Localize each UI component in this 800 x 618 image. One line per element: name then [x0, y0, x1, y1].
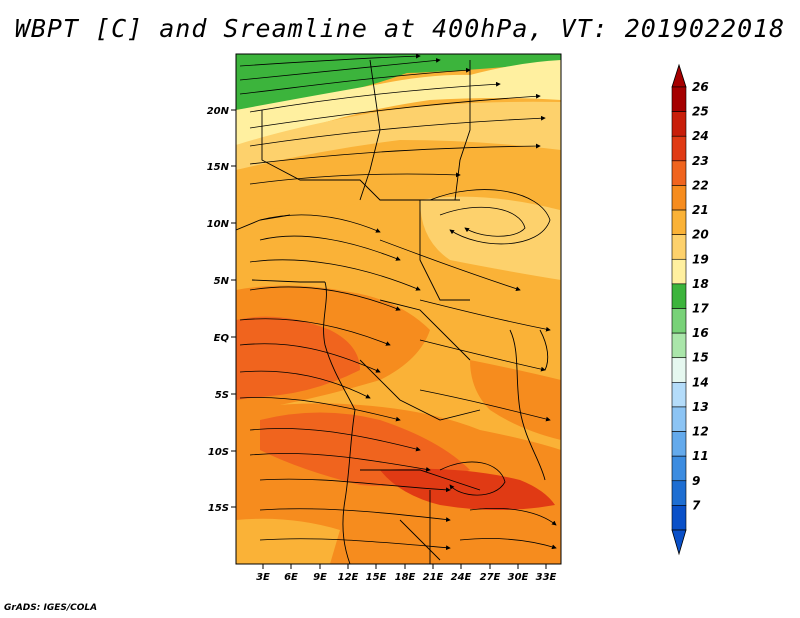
colorbar-swatch	[671, 332, 687, 359]
lon-label: 30E	[508, 572, 529, 583]
colorbar-label: 26	[692, 80, 709, 94]
colorbar-top-arrow	[671, 63, 687, 88]
lat-label: 15N	[207, 162, 230, 173]
lon-label: 33E	[536, 572, 557, 583]
colorbar-label: 16	[692, 326, 709, 340]
lon-label: 6E	[284, 572, 298, 583]
colorbar-swatch	[671, 357, 687, 383]
lat-label: 5N	[214, 276, 230, 287]
lon-label: 27E	[480, 572, 501, 583]
colorbar-swatch	[671, 406, 687, 432]
lat-label: 10S	[208, 447, 229, 458]
streamlines	[239, 54, 557, 551]
lat-label: 5S	[215, 390, 229, 401]
colorbar-label: 19	[692, 252, 709, 266]
colorbar-label: 23	[692, 154, 709, 168]
colorbar-label: 9	[692, 474, 700, 488]
colorbar-swatch	[671, 382, 687, 408]
colorbar-label: 20	[692, 228, 709, 242]
colorbar-label: 24	[692, 129, 709, 143]
wbpt-field	[236, 54, 561, 564]
colorbar-swatch	[671, 505, 687, 531]
lon-label: 12E	[338, 572, 359, 583]
lon-label: 24E	[451, 572, 472, 583]
colorbar-label: 25	[692, 105, 709, 119]
colorbar-bottom-arrow	[671, 529, 687, 556]
colorbar-label: 11	[692, 449, 709, 463]
colorbar-label: 22	[692, 178, 709, 192]
colorbar-swatch	[671, 111, 687, 137]
lat-label: 15S	[208, 503, 229, 514]
colorbar-swatch	[671, 234, 687, 260]
colorbar-label: 21	[692, 203, 709, 217]
lon-axis: 3E 6E 9E 12E 15E 18E 21E 24E 27E 30E 33E	[256, 564, 557, 583]
lon-label: 3E	[256, 572, 270, 583]
colorbar-swatch	[671, 308, 687, 334]
colorbar-label: 15	[692, 351, 709, 365]
lon-label: 18E	[395, 572, 416, 583]
colorbar-label: 17	[692, 302, 709, 316]
lat-label: EQ	[214, 333, 230, 344]
credit-text: GrADS: IGES/COLA	[4, 603, 98, 613]
lat-label: 10N	[207, 219, 230, 230]
lon-label: 15E	[366, 572, 387, 583]
country-borders	[236, 59, 549, 564]
colorbar-swatch	[671, 209, 687, 235]
colorbar-swatch	[671, 185, 687, 211]
colorbar-label: 14	[692, 375, 709, 389]
lat-label: 20N	[207, 106, 230, 117]
colorbar-label: 18	[692, 277, 709, 291]
colorbar-swatch	[671, 455, 687, 482]
colorbar-swatch	[671, 431, 687, 457]
colorbar-label: 13	[692, 400, 709, 414]
chart-title: WBPT [C] and Sreamline at 400hPa, VT: 20…	[14, 14, 786, 43]
colorbar-label: 12	[692, 425, 709, 439]
lon-label: 21E	[423, 572, 444, 583]
colorbar-swatch	[671, 160, 687, 186]
colorbar-swatch	[671, 258, 687, 285]
lat-axis: 20N 15N 10N 5N EQ 5S 10S 15S	[207, 106, 236, 514]
lon-label: 9E	[313, 572, 327, 583]
colorbar-swatch	[671, 86, 687, 112]
colorbar: 26 25 24 23 22 21 20 19 18 17 16 15 14 13 12 11 9 7	[671, 63, 709, 556]
colorbar-swatch	[671, 135, 687, 162]
colorbar-label: 7	[692, 498, 701, 512]
colorbar-swatch	[671, 480, 687, 506]
colorbar-swatch	[671, 283, 687, 309]
